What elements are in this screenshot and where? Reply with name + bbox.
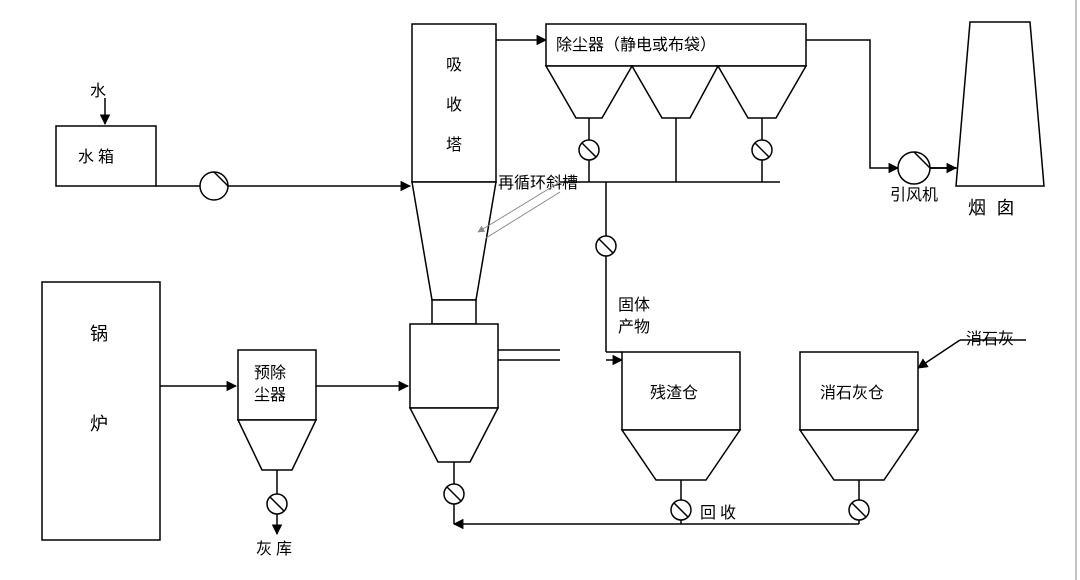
recycle-chute-label: 再循环斜槽 [498,174,578,192]
valve-icon [267,494,287,514]
stack-label: 烟 囱 [968,198,1018,218]
boiler-label-2: 炉 [90,414,111,434]
absorber-l2: 收 [446,96,462,114]
solid-l2: 产物 [618,318,650,336]
pre-deduster-l2: 尘器 [254,386,286,404]
absorber-l1: 吸 [446,57,462,74]
lime-bin-label: 消石灰仓 [820,384,884,402]
lime-in-label: 消石灰 [966,330,1014,348]
valve-icon [444,484,464,504]
pre-deduster-l1: 预除 [254,364,286,382]
absorber-l3: 塔 [446,136,462,154]
boiler-label-1: 锅 [90,324,111,344]
process-diagram: 水 水 箱 锅 炉 预除 尘器 灰 库 吸 收 塔 除尘器（静电或布袋） 再循环… [0,0,1080,580]
boiler-box [42,282,160,540]
fan-icon [898,152,930,184]
water-tank-label: 水 箱 [78,148,114,166]
recover-label: 回 收 [700,504,736,522]
dust-collector-label: 除尘器（静电或布袋） [556,36,716,54]
pump-icon [200,172,228,200]
solid-l1: 固体 [618,296,650,314]
pre-deduster-box [238,350,316,420]
ash-store-label: 灰 库 [256,540,292,558]
residue-bin-label: 残渣仓 [650,384,698,402]
fan-label: 引风机 [890,186,938,204]
label-water: 水 [90,82,106,100]
stack-shape [956,22,1044,186]
